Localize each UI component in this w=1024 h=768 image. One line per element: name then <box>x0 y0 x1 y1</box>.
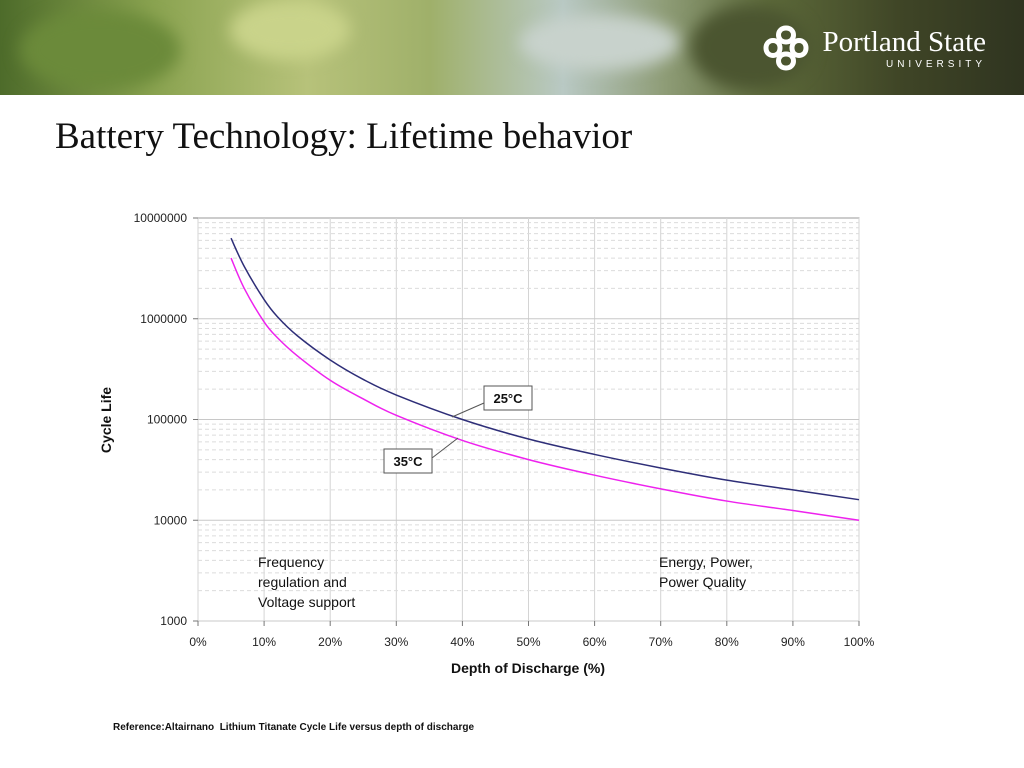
callout-25c-box <box>483 385 533 411</box>
x-tick-label: 50% <box>516 635 540 649</box>
x-tick-label: 30% <box>384 635 408 649</box>
series-line-25c <box>230 237 860 501</box>
x-tick-label: 20% <box>318 635 342 649</box>
logo-knot-icon <box>763 25 809 71</box>
callout-35c-leader <box>431 437 459 459</box>
logo-name: Portland State <box>822 25 986 58</box>
series-lines <box>230 237 860 521</box>
banner-building <box>520 15 680 70</box>
x-tick-label: 90% <box>781 635 805 649</box>
y-axis-label: Cycle Life <box>98 387 114 453</box>
banner-foliage <box>20 10 180 90</box>
callout-35c-box <box>383 448 433 474</box>
header-banner: Portland State UNIVERSITY <box>0 0 1024 95</box>
annotation-energy-power: Energy, Power, Power Quality <box>659 552 753 592</box>
series-label-35c: 35°C <box>393 454 423 469</box>
callout-25c-leader <box>451 402 485 418</box>
university-logo[interactable]: Portland State UNIVERSITY <box>760 22 986 74</box>
x-tick-label: 40% <box>450 635 474 649</box>
annotation-line: Voltage support <box>258 594 356 610</box>
grid-lines <box>197 218 860 622</box>
x-axis-ticks: 0% 10% 20% 30% 40% 50% 60% 70% 80% 90% 100% <box>189 621 875 649</box>
series-label-25c: 25°C <box>493 391 523 406</box>
x-axis-label: Depth of Discharge (%) <box>451 660 605 676</box>
slide-title: Battery Technology: Lifetime behavior <box>55 116 633 157</box>
y-tick-label: 10000 <box>154 513 188 527</box>
y-tick-label: 100000 <box>147 413 187 427</box>
annotation-line: Energy, Power, <box>659 554 753 570</box>
annotation-line: regulation and <box>258 574 347 590</box>
y-tick-label: 1000 <box>160 614 187 628</box>
banner-foliage <box>230 0 350 60</box>
y-axis-ticks: 1000 10000 100000 1000000 10000000 <box>134 211 198 628</box>
y-tick-label: 10000000 <box>134 211 188 225</box>
x-tick-label: 60% <box>583 635 607 649</box>
annotation-line: Power Quality <box>659 574 747 590</box>
x-tick-label: 0% <box>189 635 207 649</box>
x-tick-label: 10% <box>252 635 276 649</box>
y-tick-label: 1000000 <box>140 312 187 326</box>
annotation-line: Frequency <box>258 554 325 570</box>
x-tick-label: 70% <box>649 635 673 649</box>
logo-subtitle: UNIVERSITY <box>885 58 986 70</box>
x-tick-label: 80% <box>715 635 739 649</box>
x-tick-label: 100% <box>844 635 875 649</box>
reference-note: Reference:Altairnano Lithium Titanate Cy… <box>113 722 475 733</box>
series-line-35c <box>230 257 860 521</box>
annotation-frequency-regulation: Frequency regulation and Voltage support <box>258 552 355 612</box>
